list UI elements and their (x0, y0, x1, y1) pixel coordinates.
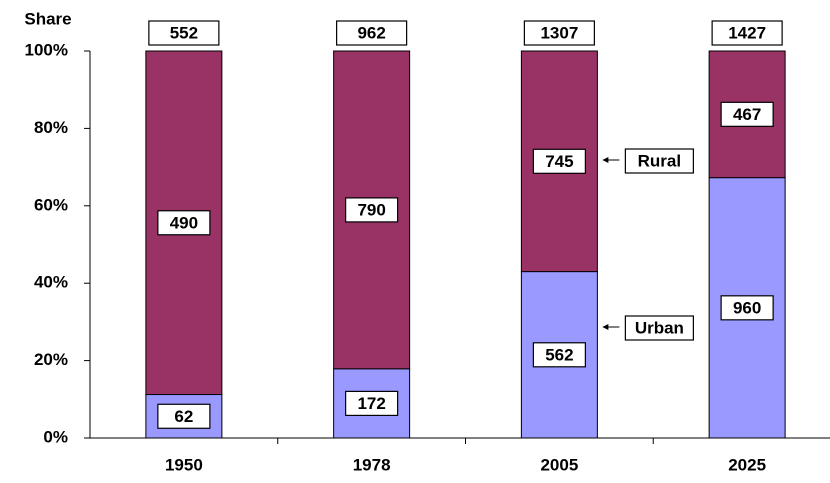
y-tick-label: 40% (34, 273, 68, 292)
value-label-box (157, 403, 211, 429)
total-label-box (711, 20, 783, 46)
total-label: 1307 (540, 23, 578, 42)
x-tick-label: 2025 (728, 455, 766, 474)
value-label-box (532, 342, 586, 368)
legend-label: Rural (638, 151, 681, 170)
x-tick-label: 2005 (540, 455, 578, 474)
value-label: 172 (357, 394, 385, 413)
total-label: 962 (357, 23, 385, 42)
y-tick-label: 20% (34, 350, 68, 369)
value-label: 562 (545, 345, 573, 364)
total-label-box (336, 20, 408, 46)
value-label: 960 (733, 298, 761, 317)
total-label: 1427 (728, 23, 766, 42)
value-label-box (720, 101, 774, 127)
value-label: 745 (545, 152, 573, 171)
legend-arrowhead (602, 324, 609, 330)
total-label: 552 (170, 23, 198, 42)
value-label: 62 (174, 407, 193, 426)
legend-arrowhead (602, 157, 609, 163)
value-label-box (157, 210, 211, 236)
legend-label: Urban (635, 318, 684, 337)
x-tick-label: 1950 (165, 455, 203, 474)
y-tick-label: 100% (25, 40, 68, 59)
value-label: 790 (357, 200, 385, 219)
y-axis-label: Share (24, 9, 71, 28)
legend-label-box (624, 148, 694, 174)
y-tick-label: 80% (34, 118, 68, 137)
value-label: 467 (733, 105, 761, 124)
value-label-box (720, 295, 774, 321)
legend-label-box (624, 315, 694, 341)
value-label-box (532, 148, 586, 174)
y-tick-label: 0% (43, 427, 68, 446)
x-tick-label: 1978 (353, 455, 391, 474)
total-label-box (523, 20, 595, 46)
value-label-box (345, 197, 399, 223)
value-label: 490 (170, 213, 198, 232)
total-label-box (148, 20, 220, 46)
y-tick-label: 60% (34, 195, 68, 214)
value-label-box (345, 390, 399, 417)
